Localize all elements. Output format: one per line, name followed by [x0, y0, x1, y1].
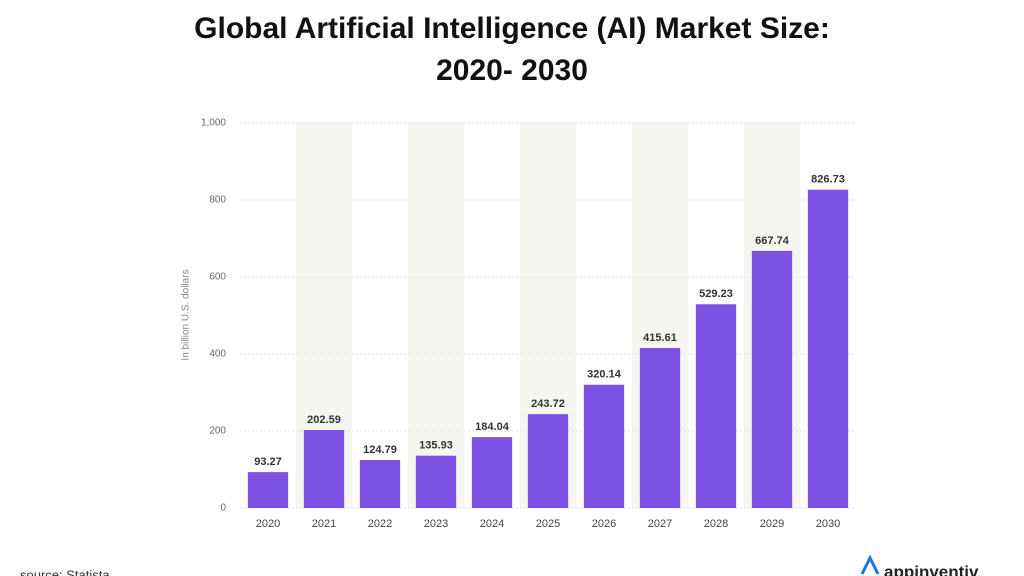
logo-icon	[860, 554, 880, 575]
x-tick-label: 2027	[648, 518, 672, 530]
x-tick-label: 2028	[704, 518, 728, 530]
bar	[639, 347, 681, 508]
data-label: 529.23	[699, 288, 733, 300]
x-tick-label: 2025	[536, 518, 560, 530]
y-tick-label: 0	[220, 503, 226, 514]
bar	[415, 455, 457, 508]
y-axis-label: In billion U.S. dollars	[181, 269, 192, 360]
y-tick-label: 800	[209, 195, 226, 206]
data-label: 243.72	[531, 398, 565, 410]
bar	[583, 384, 625, 508]
y-tick-label: 600	[209, 272, 226, 283]
x-tick-label: 2024	[480, 518, 504, 530]
data-label: 184.04	[475, 421, 510, 433]
bar	[695, 304, 737, 508]
x-tick-label: 2023	[424, 518, 448, 530]
bar	[247, 472, 289, 508]
data-label: 667.74	[755, 235, 790, 247]
source: source: Statista	[20, 567, 110, 576]
data-label: 320.14	[587, 369, 622, 381]
data-label: 826.73	[811, 174, 845, 186]
x-tick-label: 2029	[760, 518, 784, 530]
title-box: Global Artificial Intelligence (AI) Mark…	[0, 8, 1024, 92]
x-tick-label: 2022	[368, 518, 392, 530]
plot: 0 200 400 600 800 1,000 2020 93.27 2021 202.59 202…	[201, 118, 856, 530]
bar	[807, 189, 849, 508]
bar	[359, 459, 401, 508]
data-label: 202.59	[307, 414, 341, 426]
x-tick-label: 2021	[312, 518, 336, 530]
band	[408, 123, 464, 508]
y-tick-label: 1,000	[201, 118, 226, 129]
y-tick-label: 200	[209, 426, 226, 437]
bar	[471, 437, 513, 508]
bar	[751, 250, 793, 508]
data-label: 124.79	[363, 444, 397, 456]
x-tick-label: 2026	[592, 518, 616, 530]
data-label: 135.93	[419, 440, 453, 452]
bar	[303, 430, 345, 508]
chart-title: Global Artificial Intelligence (AI) Mark…	[194, 12, 830, 87]
brand: appinventiv	[884, 562, 979, 576]
data-label: 93.27	[254, 456, 282, 468]
x-tick-label: 2020	[256, 518, 280, 530]
data-label: 415.61	[643, 332, 677, 344]
bar	[527, 414, 569, 508]
x-tick-label: 2030	[816, 518, 840, 530]
y-tick-label: 400	[209, 349, 226, 360]
